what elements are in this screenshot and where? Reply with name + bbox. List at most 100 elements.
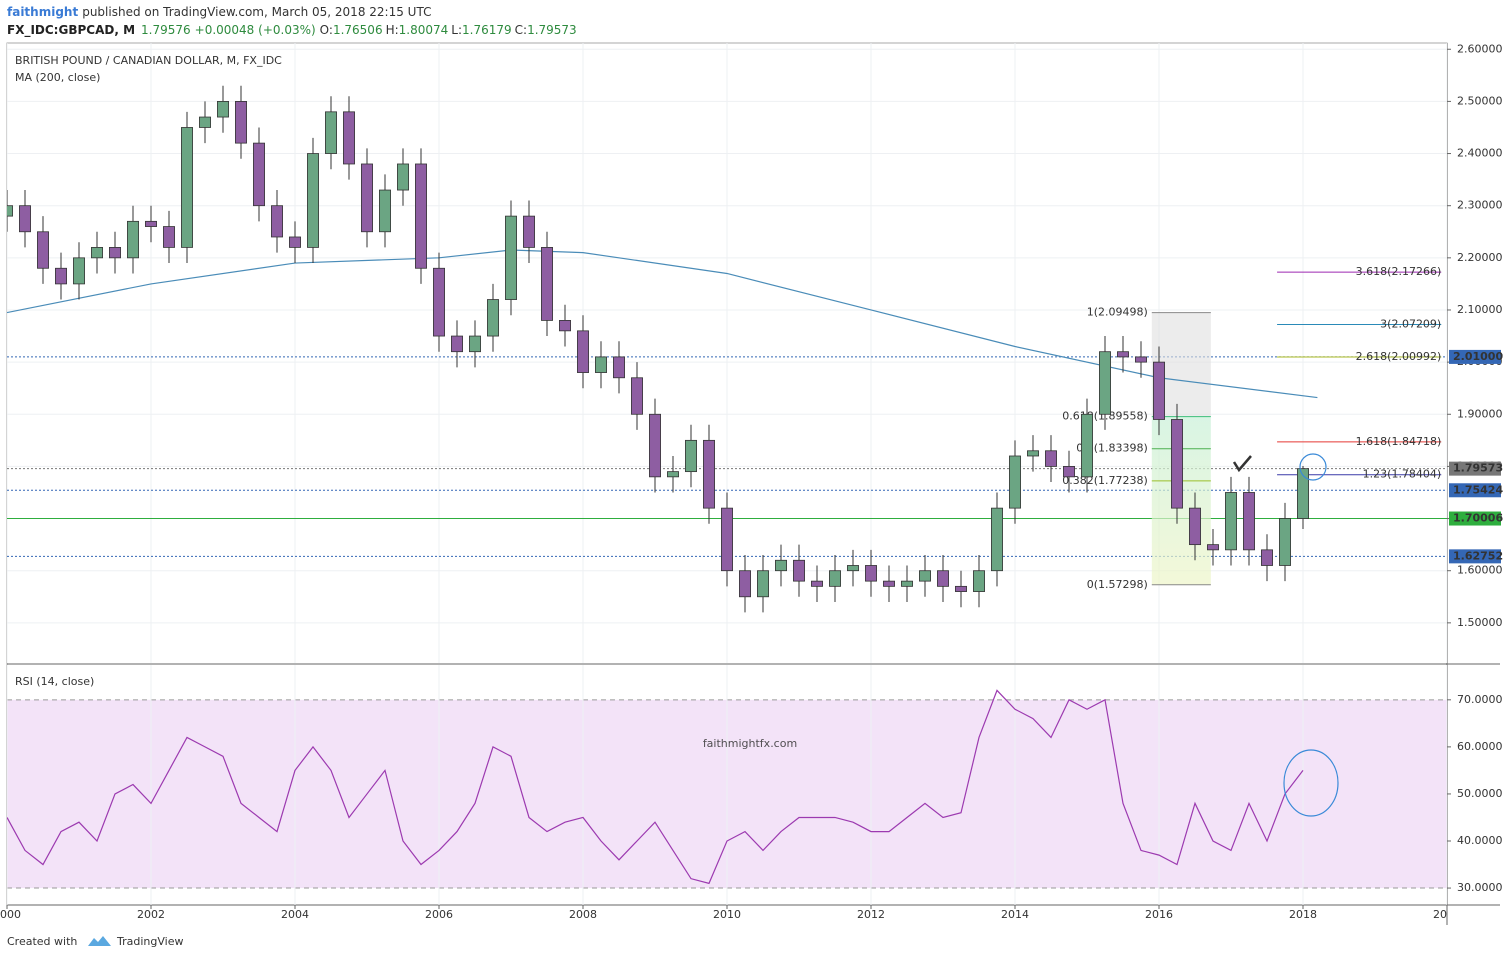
candle-body bbox=[307, 153, 319, 248]
candle-body bbox=[1027, 450, 1039, 457]
ohlc-value: 1.80074 bbox=[399, 23, 449, 37]
x-tick-label: 2012 bbox=[857, 908, 885, 921]
candle-body bbox=[325, 111, 337, 154]
fib-ext-label: 1.618(1.84718) bbox=[1356, 435, 1442, 448]
candle-body bbox=[847, 565, 859, 572]
published: published on TradingView.com, March 05, … bbox=[82, 5, 431, 19]
watermark: faithmightfx.com bbox=[703, 737, 797, 750]
ohlc-label: O: bbox=[320, 23, 333, 37]
chart-title: BRITISH POUND / CANADIAN DOLLAR, M, FX_I… bbox=[15, 54, 282, 67]
footer-created: Created with bbox=[7, 935, 77, 948]
candle-body bbox=[937, 570, 949, 587]
y-tick-label: 2.30000 bbox=[1457, 199, 1503, 212]
candle-body bbox=[649, 413, 661, 478]
candle-body bbox=[703, 439, 715, 509]
candle-body bbox=[7, 205, 13, 217]
candle-body bbox=[127, 220, 139, 259]
fib-ext-label: 3.618(2.17266) bbox=[1356, 265, 1442, 278]
candle-body bbox=[631, 377, 643, 415]
rsi-pane bbox=[7, 665, 1447, 905]
candle-body bbox=[19, 205, 31, 233]
candle-body bbox=[397, 163, 409, 191]
y-tick-label: 1.60000 bbox=[1457, 564, 1503, 577]
price-label-box bbox=[1449, 349, 1501, 364]
candle-body bbox=[901, 580, 913, 587]
ohlc-value: 1.76179 bbox=[462, 23, 512, 37]
candle-body bbox=[559, 320, 571, 332]
x-tick-label: 2004 bbox=[281, 908, 309, 921]
candle-body bbox=[613, 356, 625, 379]
candle-body bbox=[433, 267, 445, 337]
candle-body bbox=[343, 111, 355, 165]
candle-body bbox=[289, 236, 301, 248]
candle-body bbox=[757, 570, 769, 598]
author: faithmight bbox=[7, 5, 78, 19]
candle-body bbox=[1297, 468, 1309, 519]
candle-body bbox=[55, 267, 67, 285]
x-tick-label: 2006 bbox=[425, 908, 453, 921]
candle-body bbox=[487, 299, 499, 337]
candle-body bbox=[1189, 507, 1201, 546]
candle-body bbox=[271, 205, 283, 238]
candle-body bbox=[775, 559, 787, 572]
candle-body bbox=[361, 163, 373, 233]
candle-body bbox=[541, 247, 553, 321]
brand-logo bbox=[88, 936, 111, 946]
price-label-box bbox=[1449, 461, 1501, 476]
time-axis: 2000 2002 2004 2006 2008 2010 2012 2014 2016 2018… bbox=[0, 905, 1461, 921]
header-line: faithmight published on TradingView.com, … bbox=[7, 5, 431, 19]
check-mark bbox=[1232, 455, 1252, 473]
candle-body bbox=[1081, 413, 1093, 478]
y-tick-label: 2.60000 bbox=[1457, 42, 1503, 55]
rsi-y-tick-label: 30.0000 bbox=[1457, 881, 1503, 894]
candle-body bbox=[505, 215, 517, 300]
candle-body bbox=[991, 507, 1003, 572]
candle-body bbox=[829, 570, 841, 587]
highlight-circle bbox=[1283, 749, 1339, 817]
candle-body bbox=[793, 559, 805, 582]
change: +0.00048 (+0.03%) bbox=[195, 23, 316, 37]
candle-body bbox=[1153, 361, 1165, 420]
candle-body bbox=[145, 220, 157, 227]
symbol-line: FX_IDC:GBPCAD, M 1.79576 +0.00048 (+0.03%)… bbox=[7, 23, 577, 38]
x-tick-label: 2016 bbox=[1145, 908, 1173, 921]
candle-body bbox=[1099, 351, 1111, 415]
fib-ext-label: 2.618(2.00992) bbox=[1356, 350, 1442, 363]
x-tick-label: 2020 bbox=[1433, 908, 1461, 921]
candle-body bbox=[883, 580, 895, 587]
candle-body bbox=[199, 116, 211, 128]
ohlc-value: 1.79573 bbox=[527, 23, 577, 37]
candle-body bbox=[1063, 466, 1075, 478]
price-label: 1.79573 bbox=[1453, 462, 1503, 475]
candle-body bbox=[595, 356, 607, 373]
rsi-y-tick-label: 40.0000 bbox=[1457, 834, 1503, 847]
candle-body bbox=[1171, 419, 1183, 509]
candle-body bbox=[451, 335, 463, 353]
candle-body bbox=[577, 330, 589, 373]
candle-body bbox=[469, 335, 481, 353]
y-tick-label: 2.20000 bbox=[1457, 251, 1503, 264]
candle-body bbox=[253, 142, 265, 207]
candle-body bbox=[973, 570, 985, 592]
y-tick-label: 2.40000 bbox=[1457, 147, 1503, 160]
x-tick-label: 2008 bbox=[569, 908, 597, 921]
candle-body bbox=[91, 247, 103, 259]
y-tick-label: 1.50000 bbox=[1457, 616, 1503, 629]
ma-line bbox=[7, 249, 1318, 399]
price-label-box bbox=[1449, 549, 1501, 564]
candle-body bbox=[1279, 518, 1291, 566]
price-label: 1.70006 bbox=[1453, 512, 1503, 525]
rsi-y-tick-label: 60.0000 bbox=[1457, 740, 1503, 753]
candle-body bbox=[667, 471, 679, 478]
x-tick-label: 2010 bbox=[713, 908, 741, 921]
candle-body bbox=[1207, 544, 1219, 551]
price-label: 2.01000 bbox=[1453, 350, 1503, 363]
candle-body bbox=[109, 247, 121, 259]
rsi-legend: RSI (14, close) bbox=[15, 675, 94, 688]
candle-body bbox=[739, 570, 751, 598]
ohlc-value: 1.76506 bbox=[333, 23, 383, 37]
candle-body bbox=[1135, 356, 1147, 363]
fib-label: 0.382(1.77238) bbox=[1062, 474, 1148, 487]
candle-body bbox=[181, 127, 193, 248]
